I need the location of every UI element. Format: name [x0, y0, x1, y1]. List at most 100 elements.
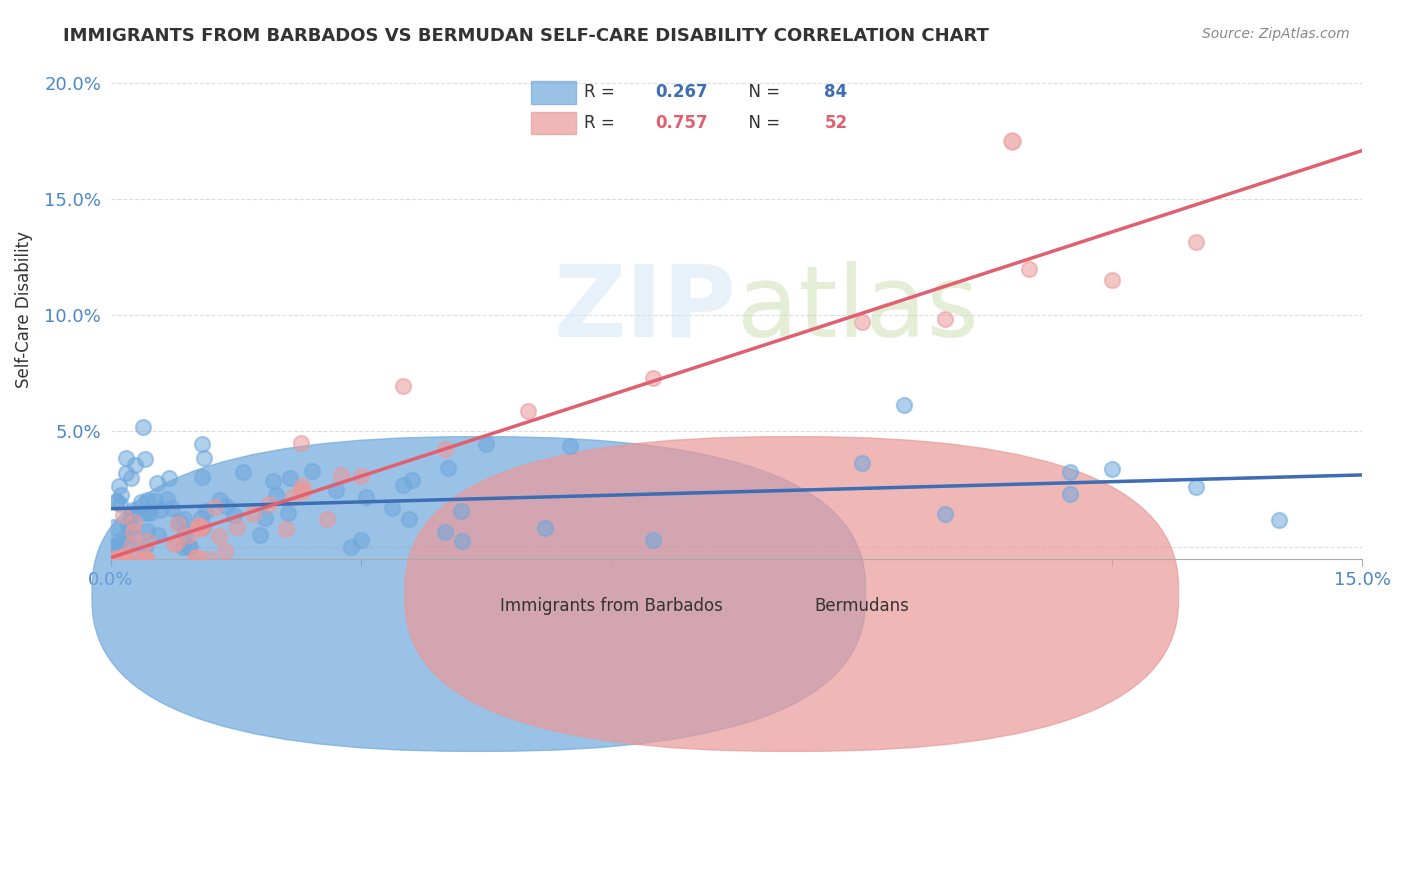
- Point: [1184, 235, 1206, 250]
- Point: [187, 521, 209, 535]
- Point: [643, 371, 665, 385]
- Point: [121, 537, 143, 551]
- Point: [392, 478, 415, 492]
- Point: [350, 533, 373, 548]
- Point: [278, 471, 301, 485]
- Point: [274, 523, 297, 537]
- Point: [120, 508, 142, 523]
- Point: [558, 439, 581, 453]
- Text: Source: ZipAtlas.com: Source: ZipAtlas.com: [1202, 27, 1350, 41]
- Point: [120, 520, 142, 534]
- Point: [191, 470, 214, 484]
- Point: [104, 541, 127, 555]
- Point: [281, 491, 304, 505]
- Point: [145, 476, 167, 491]
- Point: [204, 500, 226, 514]
- Point: [190, 510, 212, 524]
- Point: [214, 543, 236, 558]
- Y-axis label: Self-Care Disability: Self-Care Disability: [15, 231, 32, 388]
- Point: [112, 531, 135, 545]
- Point: [224, 508, 246, 522]
- Point: [1101, 273, 1123, 287]
- Point: [121, 508, 143, 523]
- Point: [114, 548, 136, 562]
- Point: [350, 469, 373, 483]
- Point: [179, 541, 201, 555]
- Point: [401, 473, 423, 487]
- Point: [107, 534, 129, 549]
- Point: [266, 488, 288, 502]
- Point: [134, 552, 156, 566]
- Point: [174, 526, 197, 541]
- Point: [433, 442, 456, 457]
- Point: [115, 466, 138, 480]
- Text: atlas: atlas: [737, 260, 979, 358]
- Point: [934, 507, 956, 521]
- Point: [108, 552, 131, 566]
- Point: [143, 494, 166, 508]
- Point: [198, 552, 221, 566]
- Point: [290, 436, 312, 450]
- Point: [226, 520, 249, 534]
- Point: [215, 499, 238, 513]
- Point: [1001, 134, 1024, 148]
- Point: [450, 534, 472, 549]
- Point: [643, 533, 665, 548]
- Point: [104, 494, 127, 508]
- Text: Immigrants from Barbados: Immigrants from Barbados: [501, 597, 723, 615]
- Point: [163, 537, 186, 551]
- Point: [117, 516, 139, 531]
- Point: [851, 315, 873, 329]
- FancyBboxPatch shape: [405, 437, 1178, 751]
- Point: [1018, 262, 1040, 277]
- Point: [1184, 480, 1206, 494]
- Point: [190, 520, 212, 534]
- Point: [134, 541, 156, 555]
- Point: [187, 517, 209, 532]
- Point: [124, 458, 146, 473]
- Point: [851, 456, 873, 470]
- Point: [208, 493, 231, 508]
- Point: [179, 541, 201, 555]
- Point: [517, 404, 540, 418]
- Point: [160, 501, 183, 516]
- Point: [437, 461, 460, 475]
- Text: IMMIGRANTS FROM BARBADOS VS BERMUDAN SELF-CARE DISABILITY CORRELATION CHART: IMMIGRANTS FROM BARBADOS VS BERMUDAN SEL…: [63, 27, 990, 45]
- Point: [110, 552, 132, 566]
- Point: [1101, 462, 1123, 476]
- Point: [108, 497, 131, 511]
- Point: [475, 437, 498, 451]
- Point: [107, 552, 129, 566]
- Point: [232, 466, 254, 480]
- Text: ZIP: ZIP: [554, 260, 737, 358]
- Point: [122, 524, 145, 539]
- Point: [194, 504, 217, 518]
- Point: [100, 552, 122, 566]
- Point: [134, 451, 156, 466]
- Point: [381, 500, 404, 515]
- Point: [262, 474, 284, 488]
- Point: [392, 379, 415, 393]
- Point: [149, 502, 172, 516]
- Point: [276, 506, 298, 520]
- Point: [354, 490, 377, 504]
- Point: [125, 550, 148, 565]
- Point: [253, 510, 276, 524]
- Point: [534, 521, 557, 535]
- Point: [190, 521, 212, 535]
- Point: [242, 507, 264, 521]
- Point: [117, 535, 139, 549]
- Point: [136, 492, 159, 507]
- Point: [177, 528, 200, 542]
- Point: [893, 398, 915, 412]
- Point: [157, 470, 180, 484]
- Point: [325, 483, 347, 498]
- Point: [301, 465, 323, 479]
- Point: [173, 512, 195, 526]
- Point: [330, 467, 353, 482]
- Point: [166, 534, 188, 549]
- Point: [122, 502, 145, 516]
- Point: [107, 479, 129, 493]
- Point: [110, 488, 132, 502]
- Point: [135, 551, 157, 566]
